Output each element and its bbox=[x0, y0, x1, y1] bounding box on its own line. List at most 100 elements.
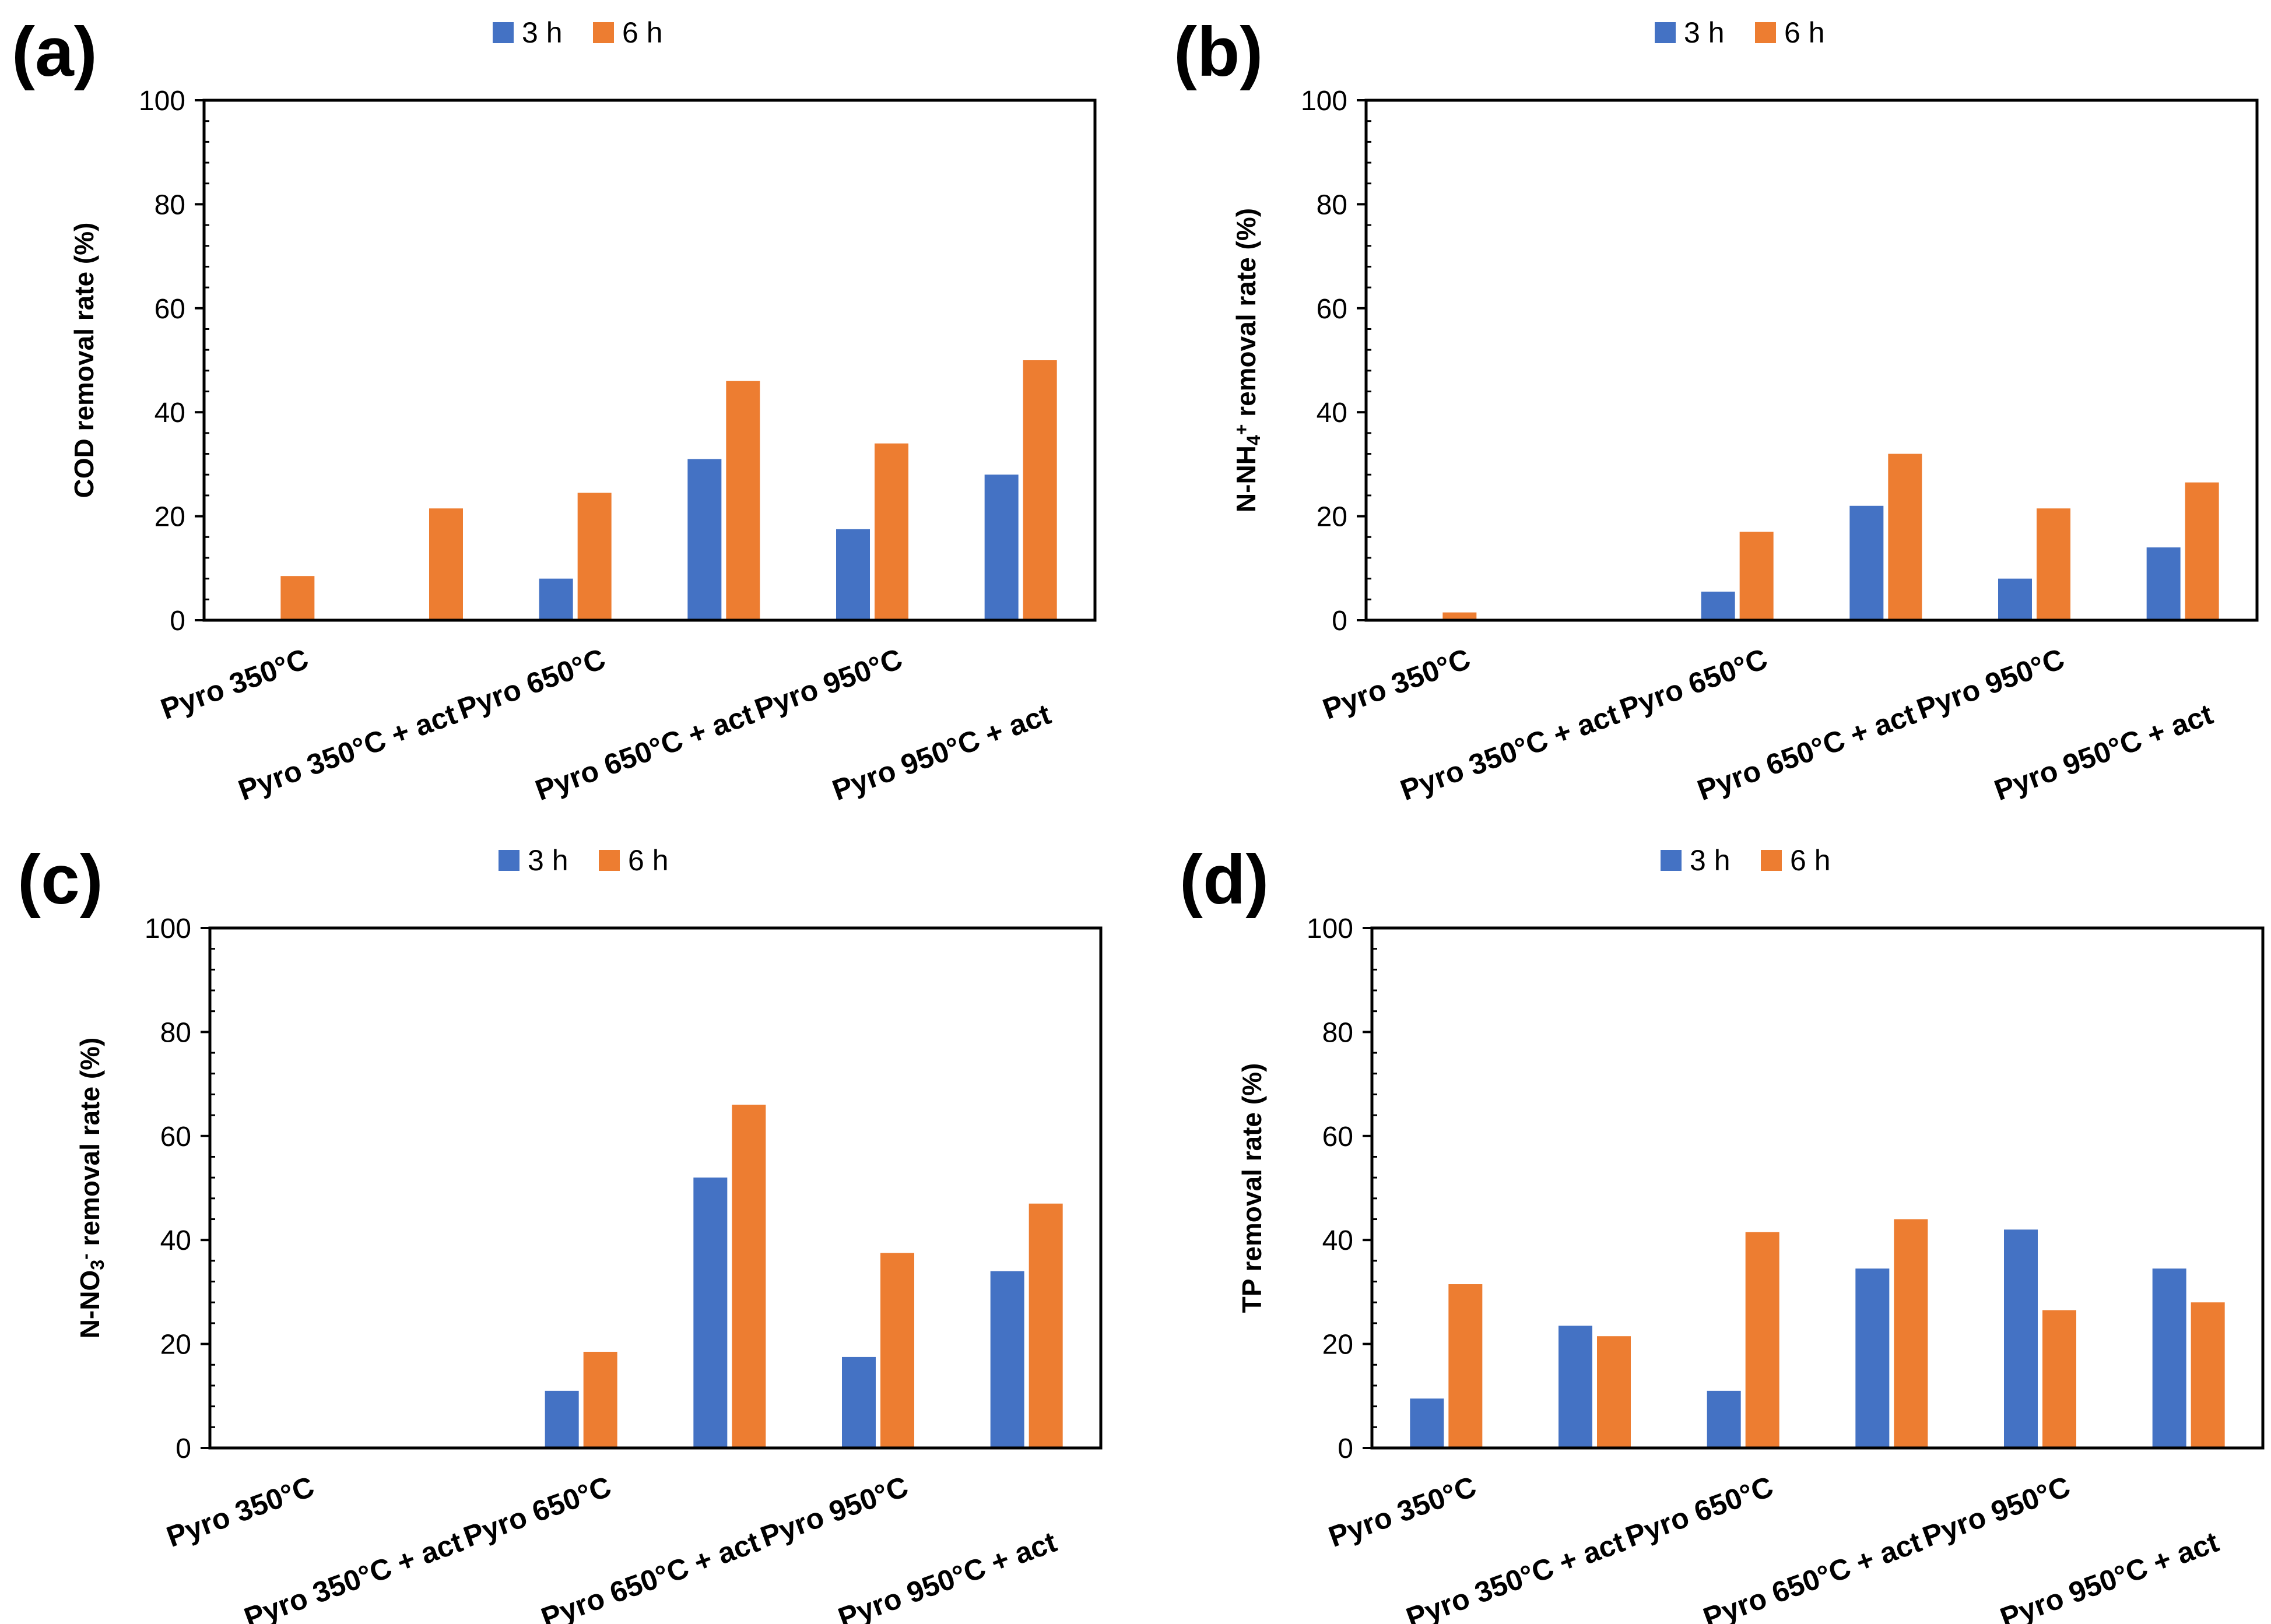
bar-6h-5 bbox=[2185, 482, 2219, 620]
legend-label-0: 3 h bbox=[528, 844, 568, 877]
y-axis-label: N-NH4+ removal rate (%) bbox=[1231, 208, 1264, 512]
y-tick-label-0: 0 bbox=[175, 1433, 191, 1464]
bar-6h-4 bbox=[2037, 508, 2070, 620]
y-axis-label-part: + bbox=[1231, 424, 1252, 435]
panel-label: (d) bbox=[1180, 841, 1269, 919]
x-category-label-2: Pyro 650°C bbox=[459, 1470, 616, 1553]
y-tick-label-80: 80 bbox=[160, 1017, 191, 1048]
bar-3h-0 bbox=[1410, 1398, 1444, 1448]
x-category-label-1: Pyro 350°C + act bbox=[1396, 698, 1624, 807]
y-tick-label-20: 20 bbox=[1317, 502, 1347, 533]
y-tick-label-100: 100 bbox=[1301, 86, 1347, 117]
y-axis-label-part: 4 bbox=[1243, 435, 1264, 445]
bar-3h-5 bbox=[984, 474, 1019, 620]
x-category-label-3: Pyro 650°C + act bbox=[1693, 698, 1921, 807]
bar-3h-2 bbox=[1707, 1390, 1741, 1448]
bar-3h-4 bbox=[836, 529, 870, 620]
bar-3h-3 bbox=[1855, 1268, 1890, 1448]
legend-label-0: 3 h bbox=[1684, 16, 1725, 49]
bar-3h-2 bbox=[539, 578, 573, 620]
y-tick-label-100: 100 bbox=[1307, 913, 1353, 944]
plot-frame bbox=[1364, 99, 2259, 622]
legend-swatch-1 bbox=[593, 22, 614, 43]
y-tick-label-0: 0 bbox=[1338, 1433, 1353, 1464]
x-category-label-3: Pyro 650°C + act bbox=[531, 698, 759, 807]
y-axis-label: COD removal rate (%) bbox=[69, 223, 99, 498]
bar-6h-5 bbox=[2191, 1302, 2225, 1448]
bar-6h-3 bbox=[726, 381, 760, 620]
x-category-label-4: Pyro 950°C bbox=[756, 1470, 912, 1553]
chart-panel-1: (b) 3 h 6 h 0 20 40 60 80 100 N-NH4+ removal rate… bbox=[1174, 13, 2259, 807]
x-category-label-2: Pyro 650°C bbox=[454, 642, 610, 726]
bar-3h-3 bbox=[1849, 505, 1884, 620]
legend-label-0: 3 h bbox=[522, 16, 563, 49]
y-tick-label-20: 20 bbox=[1322, 1330, 1353, 1361]
bar-3h-5 bbox=[2152, 1268, 2186, 1448]
legend-swatch-1 bbox=[1755, 22, 1776, 43]
legend-label-1: 6 h bbox=[1784, 16, 1825, 49]
x-category-label-0: Pyro 350°C bbox=[1318, 642, 1475, 726]
y-tick-label-60: 60 bbox=[1317, 294, 1347, 325]
y-tick-label-20: 20 bbox=[160, 1330, 191, 1361]
panel-label: (c) bbox=[17, 841, 103, 919]
y-tick-label-60: 60 bbox=[155, 294, 185, 325]
bar-6h-2 bbox=[1745, 1232, 1779, 1448]
bar-6h-3 bbox=[732, 1105, 766, 1448]
chart-panel-3: (d) 3 h 6 h 0 20 40 60 80 100 TP removal rate (%)… bbox=[1180, 841, 2265, 1624]
x-category-label-2: Pyro 650°C bbox=[1621, 1470, 1778, 1553]
x-category-label-1: Pyro 350°C + act bbox=[234, 698, 462, 807]
bar-3h-3 bbox=[693, 1177, 728, 1448]
x-category-label-5: Pyro 950°C + act bbox=[1996, 1525, 2223, 1624]
bar-6h-4 bbox=[875, 443, 908, 620]
x-category-label-5: Pyro 950°C + act bbox=[1990, 698, 2217, 807]
chart-panel-0: (a) 3 h 6 h 0 20 40 60 80 100 COD removal rate (%… bbox=[12, 13, 1097, 807]
bar-6h-1 bbox=[429, 508, 463, 620]
y-tick-label-80: 80 bbox=[1322, 1017, 1353, 1048]
bar-6h-4 bbox=[880, 1253, 914, 1448]
legend-label-1: 6 h bbox=[622, 16, 663, 49]
y-tick-label-60: 60 bbox=[160, 1122, 191, 1152]
bar-3h-3 bbox=[687, 459, 722, 620]
legend-swatch-0 bbox=[499, 850, 520, 871]
y-tick-label-20: 20 bbox=[155, 502, 185, 533]
y-tick-label-40: 40 bbox=[155, 398, 185, 428]
x-category-label-5: Pyro 950°C + act bbox=[834, 1525, 1061, 1624]
bar-6h-5 bbox=[1023, 360, 1057, 620]
x-category-label-4: Pyro 950°C bbox=[1918, 1470, 2075, 1553]
legend-swatch-0 bbox=[1655, 22, 1676, 43]
x-category-label-4: Pyro 950°C bbox=[750, 642, 907, 726]
y-tick-label-0: 0 bbox=[1332, 606, 1347, 637]
bar-6h-3 bbox=[1894, 1219, 1928, 1448]
y-tick-label-80: 80 bbox=[1317, 189, 1347, 220]
y-axis-label-part: removal rate (%) bbox=[1231, 208, 1261, 424]
y-tick-label-40: 40 bbox=[160, 1225, 191, 1256]
bar-6h-2 bbox=[583, 1351, 617, 1448]
legend-label-0: 3 h bbox=[1690, 844, 1731, 877]
bar-6h-0 bbox=[1448, 1284, 1483, 1448]
bar-6h-2 bbox=[1739, 532, 1774, 620]
plot-frame bbox=[208, 926, 1103, 1450]
x-category-label-1: Pyro 350°C + act bbox=[1402, 1525, 1630, 1624]
y-axis-label-part: 3 bbox=[87, 1260, 108, 1270]
bar-6h-4 bbox=[2042, 1310, 2076, 1448]
panel-label: (a) bbox=[12, 13, 97, 91]
legend-label-1: 6 h bbox=[1790, 844, 1831, 877]
y-axis-label-part: - bbox=[75, 1253, 96, 1260]
x-category-label-3: Pyro 650°C + act bbox=[537, 1525, 764, 1624]
y-tick-label-60: 60 bbox=[1322, 1122, 1353, 1152]
legend-swatch-0 bbox=[493, 22, 514, 43]
y-tick-label-40: 40 bbox=[1317, 398, 1347, 428]
x-category-label-0: Pyro 350°C bbox=[156, 642, 313, 726]
bar-6h-3 bbox=[1888, 454, 1922, 620]
x-category-label-5: Pyro 950°C + act bbox=[828, 698, 1055, 807]
y-tick-label-80: 80 bbox=[155, 189, 185, 220]
bar-3h-4 bbox=[1998, 578, 2032, 620]
chart-panel-2: (c) 3 h 6 h 0 20 40 60 80 100 N-NO3- removal rate… bbox=[17, 841, 1103, 1624]
y-axis-label-part: removal rate (%) bbox=[75, 1038, 105, 1254]
bar-3h-5 bbox=[2146, 547, 2181, 620]
y-axis-label: N-NO3- removal rate (%) bbox=[75, 1038, 108, 1339]
bar-6h-5 bbox=[1029, 1203, 1063, 1448]
y-axis-label-part: N-NH bbox=[1231, 445, 1261, 512]
bar-3h-2 bbox=[1701, 591, 1735, 620]
